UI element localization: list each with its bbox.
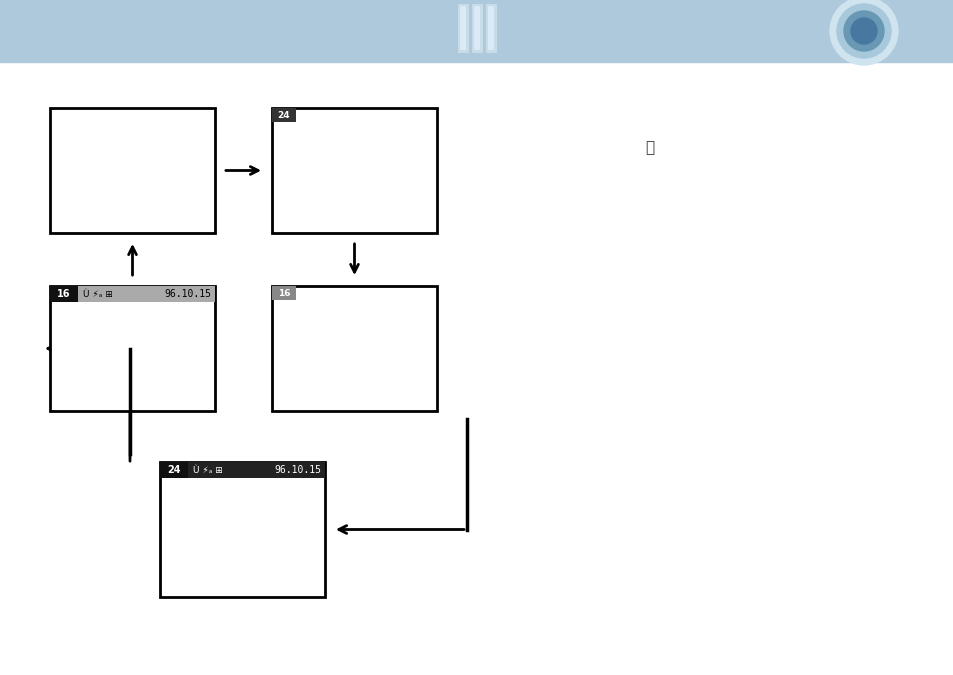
Bar — [50, 286, 214, 302]
Bar — [160, 462, 325, 478]
Text: Ù ⚡ₐ ⊞: Ù ⚡ₐ ⊞ — [83, 290, 112, 298]
Bar — [50, 286, 214, 411]
Text: 16: 16 — [277, 288, 290, 298]
Text: ⏻: ⏻ — [645, 140, 654, 155]
Bar — [457, 4, 468, 52]
Bar — [50, 286, 78, 302]
Text: 24: 24 — [277, 111, 290, 119]
Circle shape — [829, 0, 897, 65]
Circle shape — [843, 11, 883, 51]
Circle shape — [836, 4, 890, 58]
Bar — [272, 286, 436, 411]
Bar — [272, 286, 295, 300]
Circle shape — [850, 18, 876, 44]
Text: 24: 24 — [167, 465, 180, 475]
Bar — [474, 6, 479, 50]
Bar — [50, 108, 214, 233]
Bar — [160, 462, 188, 478]
Bar — [0, 0, 953, 62]
Bar — [272, 108, 436, 233]
Bar — [272, 108, 295, 122]
Bar — [488, 6, 494, 50]
Bar — [485, 4, 496, 52]
Text: Ù ⚡ₐ ⊞: Ù ⚡ₐ ⊞ — [193, 466, 222, 475]
Bar — [472, 4, 481, 52]
Bar — [160, 462, 325, 597]
Bar — [459, 6, 465, 50]
Text: 96.10.15: 96.10.15 — [164, 289, 211, 299]
Text: 16: 16 — [57, 289, 71, 299]
Text: 96.10.15: 96.10.15 — [274, 465, 320, 475]
